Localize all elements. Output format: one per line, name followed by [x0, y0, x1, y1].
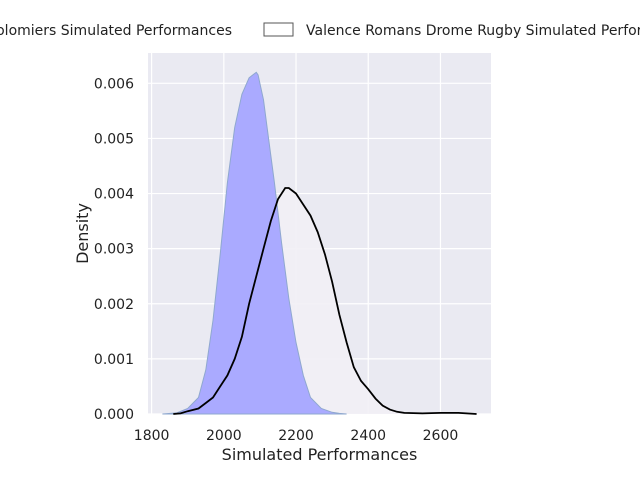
- x-tick-label: 2000: [206, 428, 242, 444]
- x-tick-labels: 1800 2000 2200 2400 2600: [134, 428, 458, 444]
- y-tick-label: 0.004: [94, 187, 134, 203]
- x-tick-label: 1800: [134, 428, 170, 444]
- y-tick-label: 0.000: [94, 407, 134, 423]
- y-tick-label: 0.005: [94, 131, 134, 147]
- colomiers-density-area: [162, 71, 347, 415]
- x-tick-label: 2600: [423, 428, 459, 444]
- legend-label-colomiers: Colomiers Simulated Performances: [0, 23, 232, 39]
- x-tick-label: 2200: [278, 428, 314, 444]
- y-axis-label: Density: [73, 203, 92, 264]
- legend: Colomiers Simulated Performances Valence…: [0, 22, 640, 39]
- series-layer: [162, 71, 477, 415]
- x-tick-label: 2400: [350, 428, 386, 444]
- y-tick-label: 0.001: [94, 352, 134, 368]
- y-tick-label: 0.003: [94, 242, 134, 258]
- legend-label-valence: Valence Romans Drome Rugby Simulated Per…: [306, 23, 640, 39]
- legend-swatch-valence: [263, 22, 294, 37]
- y-tick-label: 0.002: [94, 297, 134, 313]
- y-tick-label: 0.006: [94, 76, 134, 92]
- x-axis-label: Simulated Performances: [222, 445, 418, 464]
- valence-density-line: [173, 187, 477, 415]
- y-tick-labels: 0.000 0.001 0.002 0.003 0.004 0.005 0.006: [94, 76, 134, 423]
